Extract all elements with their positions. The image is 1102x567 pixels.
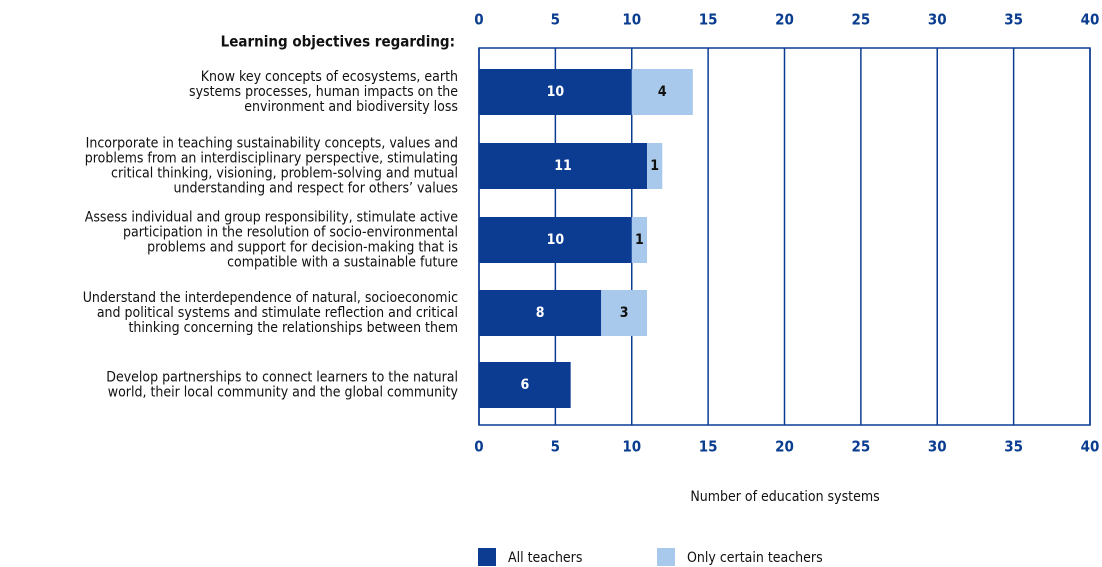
value-label: 6: [520, 377, 529, 393]
bar: [479, 143, 648, 189]
x-tick-label: 30: [928, 438, 947, 456]
legend-label: Only certain teachers: [687, 550, 823, 566]
legend-swatch: [478, 548, 496, 566]
x-tick-label: 30: [928, 11, 947, 29]
x-tick-label: 40: [1081, 11, 1100, 29]
x-tick-label: 5: [551, 438, 560, 456]
x-tick-label: 15: [699, 438, 718, 456]
legend-swatch: [657, 548, 675, 566]
value-label: 1: [635, 232, 644, 248]
heading: Learning objectives regarding:: [221, 33, 455, 51]
x-tick-label: 35: [1004, 11, 1023, 29]
bar: [479, 290, 602, 336]
x-tick-label: 20: [775, 11, 794, 29]
x-tick-label: 40: [1081, 438, 1100, 456]
value-label: 3: [620, 305, 629, 321]
bar: [631, 217, 648, 263]
legend-label: All teachers: [508, 550, 582, 566]
x-tick-label: 0: [474, 438, 483, 456]
x-tick-label: 25: [851, 438, 870, 456]
x-tick-label: 0: [474, 11, 483, 29]
x-tick-label: 25: [851, 11, 870, 29]
category-label: Incorporate in teaching sustainability c…: [85, 136, 458, 197]
x-tick-label: 35: [1004, 438, 1023, 456]
bar: [631, 69, 693, 115]
x-tick-label: 15: [699, 11, 718, 29]
value-label: 10: [547, 84, 565, 100]
category-label: Assess individual and group responsibili…: [85, 210, 458, 271]
value-label: 8: [536, 305, 545, 321]
category-label: Understand the interdependence of natura…: [83, 290, 458, 336]
value-label: 10: [547, 232, 565, 248]
value-label: 4: [658, 84, 667, 100]
category-label: Develop partnerships to connect learners…: [106, 370, 458, 401]
bar: [479, 217, 632, 263]
bar: [479, 362, 571, 408]
x-tick-label: 20: [775, 438, 794, 456]
category-label: Know key concepts of ecosystems, earth sy…: [189, 69, 458, 115]
x-tick-label: 10: [622, 11, 641, 29]
x-tick-label: 10: [622, 438, 641, 456]
bar: [479, 69, 632, 115]
bar: [601, 290, 648, 336]
value-label: 11: [554, 158, 572, 174]
bar: [647, 143, 663, 189]
x-axis-label: Number of education systems: [690, 489, 879, 505]
value-label: 1: [650, 158, 659, 174]
x-tick-label: 5: [551, 11, 560, 29]
